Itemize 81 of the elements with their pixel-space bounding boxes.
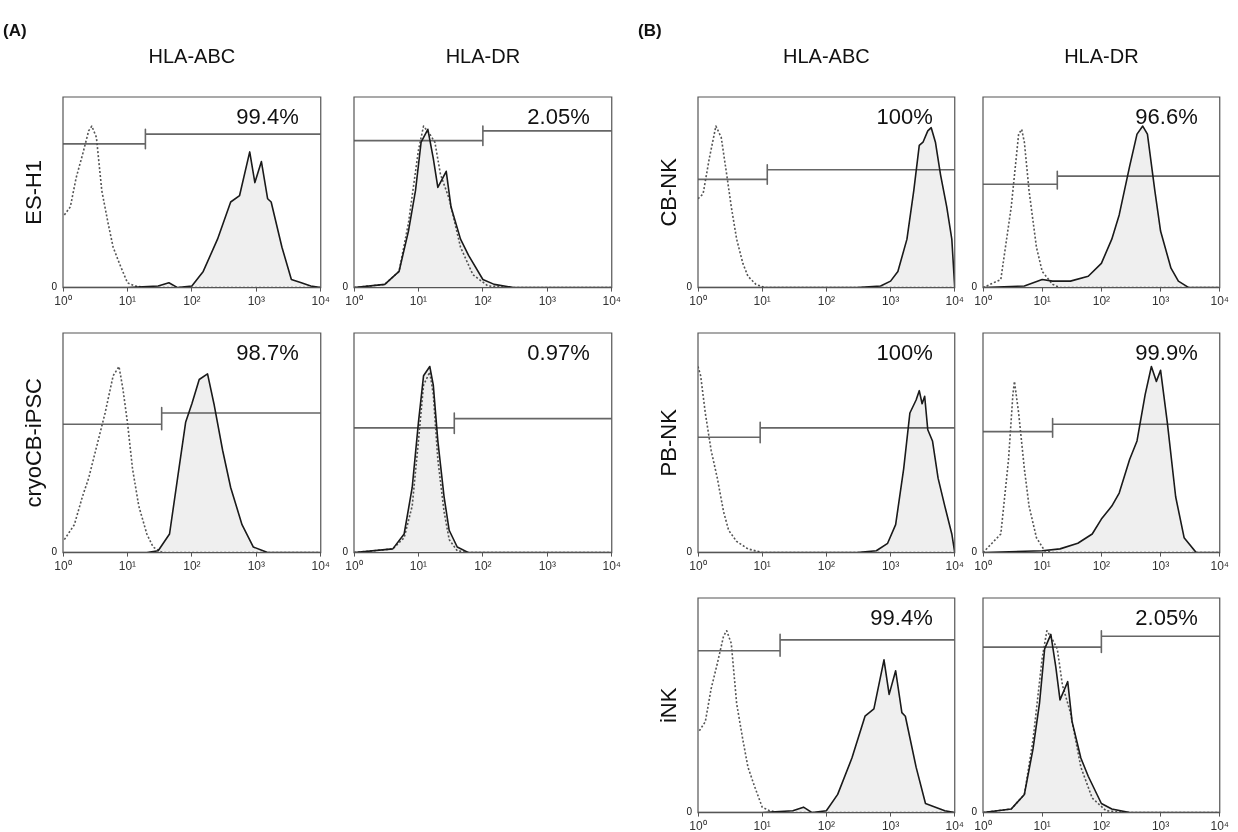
x-tick-label: 10² [474,559,492,574]
x-tick-label: 10¹ [1033,559,1051,574]
x-tick-label: 10¹ [118,559,137,574]
text: 98.7% [236,340,299,365]
text: 0 [971,546,978,558]
x-tick-label: 10⁰ [974,819,992,832]
x-tick-label: 10¹ [409,559,428,574]
text: 0 [51,546,58,558]
chart-title: HLA-DR [445,45,521,67]
text: 2.05% [1135,605,1198,630]
x-tick-label: 10³ [881,294,900,309]
text: 0 [342,546,349,558]
x-tick-label: 10⁴ [602,559,622,574]
text: 0.97% [527,340,590,365]
x-tick-label: 10⁰ [345,294,363,309]
x-tick-label: 10¹ [409,294,428,309]
text: 0 [686,806,693,818]
x-tick-label: 10³ [538,559,556,574]
chart-title: HLA-DR [1064,45,1139,67]
x-tick-label: 10⁴ [945,559,965,574]
annotation: 2.05% [527,104,590,129]
x-tick-label: 10³ [881,819,900,832]
x-tick-label: 10³ [247,294,265,309]
chart-title: HLA-ABC [783,45,870,67]
y-axis-title: ES-H1 [21,159,47,225]
x-tick-label: 10⁰ [54,294,72,309]
x-tick-label: 10⁰ [689,294,707,309]
x-tick-label: 10⁰ [974,559,992,574]
x-tick-label: 10¹ [753,559,771,574]
text: 99.4% [870,605,933,630]
x-tick-label: 10³ [247,559,265,574]
x-tick-label: 10² [1092,294,1111,309]
x-tick-label: 10⁴ [1210,819,1230,832]
x-tick-label: 10² [183,294,201,309]
x-tick-label: 10³ [1151,294,1170,309]
x-tick-label: 10¹ [118,294,137,309]
x-tick-label: 10³ [881,559,900,574]
text: 100% [876,340,933,365]
y-axis-title: CB-NK [656,157,682,227]
annotation: 100% [876,104,933,129]
text: 0 [971,281,978,293]
x-tick-label: 10⁴ [311,294,331,309]
x-tick-label: 10² [474,294,492,309]
x-tick-label: 10² [817,819,836,832]
x-tick-label: 10¹ [1033,819,1051,832]
x-tick-label: 10³ [538,294,556,309]
annotation: 96.6% [1135,104,1198,129]
y-axis-title: cryoCB-iPSC [21,377,47,508]
x-tick-label: 10⁴ [1210,294,1230,309]
text: 0 [971,806,978,818]
x-tick-label: 10⁰ [345,559,363,574]
x-tick-label: 10² [817,559,836,574]
x-tick-label: 10² [1092,819,1111,832]
x-tick-label: 10³ [1151,819,1170,832]
text: 0 [686,281,693,293]
x-tick-label: 10⁰ [689,819,707,832]
text: 0 [686,546,693,558]
x-tick-label: 10¹ [753,294,771,309]
x-tick-label: 10⁴ [1210,559,1230,574]
x-tick-label: 10³ [1151,559,1170,574]
text: (B) [638,21,662,41]
x-tick-label: 10⁴ [945,294,965,309]
x-tick-label: 10⁰ [54,559,72,574]
x-tick-label: 10⁴ [945,819,965,832]
x-tick-label: 10⁴ [602,294,622,309]
x-tick-label: 10⁰ [689,559,707,574]
x-tick-label: 10² [1092,559,1111,574]
x-tick-label: 10⁰ [974,294,992,309]
text: 0 [51,281,58,293]
annotation: 99.4% [236,104,299,129]
x-tick-label: 10¹ [1033,294,1051,309]
text: (A) [3,21,27,41]
x-tick-label: 10⁴ [311,559,331,574]
y-axis-title: PB-NK [656,408,682,477]
x-tick-label: 10² [817,294,836,309]
y-axis-title: iNK [656,687,682,724]
text: 0 [342,281,349,293]
text: 99.9% [1135,340,1198,365]
chart-title: HLA-ABC [148,45,236,67]
x-tick-label: 10² [183,559,201,574]
x-tick-label: 10¹ [753,819,771,832]
